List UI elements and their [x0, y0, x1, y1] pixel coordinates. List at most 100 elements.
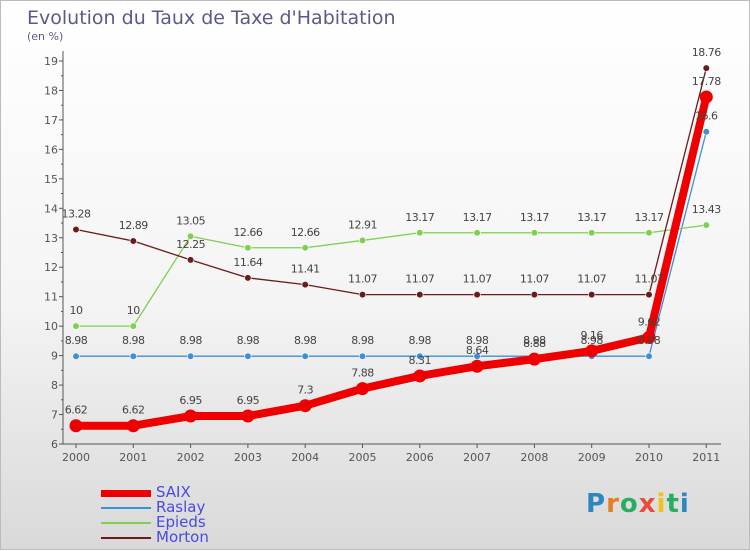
y-tick-label: 10 [44, 320, 58, 333]
data-label-raslay: 8.98 [466, 334, 489, 347]
x-tick-label: 2002 [177, 451, 205, 464]
data-point-epieds [129, 322, 137, 330]
data-label-epieds: 12.91 [348, 218, 377, 231]
data-point-epieds [702, 221, 710, 229]
data-point-saix [642, 330, 656, 344]
data-point-saix [413, 369, 427, 383]
data-label-morton: 11.07 [463, 273, 492, 286]
data-label-saix: 7.88 [351, 367, 374, 380]
data-label-raslay: 8.98 [294, 334, 317, 347]
y-tick-label: 9 [51, 350, 58, 363]
x-tick-label: 2007 [463, 451, 491, 464]
data-point-epieds [473, 229, 481, 237]
y-tick-label: 13 [44, 232, 58, 245]
y-tick-label: 14 [44, 202, 58, 215]
data-point-raslay [473, 352, 481, 360]
data-point-epieds [588, 229, 596, 237]
legend-swatch [101, 537, 151, 539]
data-label-epieds: 13.17 [577, 211, 606, 224]
data-label-epieds: 13.17 [635, 211, 664, 224]
x-tick-label: 2006 [406, 451, 434, 464]
data-label-raslay: 8.98 [351, 334, 374, 347]
data-label-morton: 12.89 [119, 219, 148, 232]
data-point-raslay [129, 352, 137, 360]
data-point-raslay [72, 352, 80, 360]
x-tick-label: 2004 [291, 451, 319, 464]
x-tick-label: 2010 [635, 451, 663, 464]
logo-letter: x [638, 489, 657, 519]
data-point-saix [527, 352, 541, 366]
data-point-saix [69, 419, 83, 433]
data-label-epieds: 13.17 [405, 211, 434, 224]
data-label-epieds: 12.66 [291, 226, 320, 239]
data-label-raslay: 8.98 [409, 334, 432, 347]
data-point-saix [699, 90, 713, 104]
data-label-saix: 8.64 [466, 344, 489, 357]
data-point-epieds [187, 232, 195, 240]
legend-swatch [101, 507, 151, 509]
data-point-epieds [244, 244, 252, 252]
data-label-raslay: 8.98 [580, 334, 603, 347]
x-tick-label: 2001 [119, 451, 147, 464]
data-label-raslay: 8.98 [179, 334, 202, 347]
data-label-epieds: 10 [70, 304, 83, 317]
y-tick-label: 17 [44, 114, 58, 127]
data-label-epieds: 13.17 [520, 211, 549, 224]
data-point-saix [356, 382, 369, 396]
data-point-epieds [530, 229, 539, 237]
data-label-saix: 8.88 [523, 337, 546, 350]
y-tick-label: 7 [51, 409, 58, 422]
data-label-morton: 11.07 [635, 273, 664, 286]
data-point-morton [473, 291, 481, 299]
x-tick-label: 2008 [520, 451, 548, 464]
data-point-morton [187, 256, 195, 264]
data-label-morton: 11.07 [520, 273, 549, 286]
data-label-raslay: 16.6 [695, 110, 718, 123]
data-label-morton: 18.76 [692, 46, 721, 59]
data-point-morton [530, 291, 539, 299]
data-point-epieds [645, 229, 653, 237]
data-point-saix [184, 409, 198, 423]
data-point-epieds [301, 244, 309, 252]
data-label-epieds: 13.05 [176, 214, 205, 227]
logo-letter: r [606, 489, 620, 519]
data-point-morton [645, 291, 653, 299]
y-tick-label: 15 [44, 173, 58, 186]
data-point-raslay [244, 352, 252, 360]
data-label-epieds: 13.17 [463, 211, 492, 224]
data-point-raslay [645, 352, 653, 360]
data-label-saix: 9.62 [638, 315, 661, 328]
data-label-saix: 6.95 [237, 394, 260, 407]
data-point-epieds [72, 322, 80, 330]
legend-swatch [101, 522, 151, 524]
chart-title: Evolution du Taux de Taxe d'Habitation [27, 7, 396, 29]
logo-letter: i [679, 489, 690, 519]
data-point-saix [585, 344, 599, 358]
data-point-morton [72, 225, 80, 234]
data-label-saix: 6.62 [65, 404, 88, 417]
data-label-saix: 9.16 [580, 329, 603, 342]
series-line-epieds [75, 224, 707, 327]
data-label-morton: 13.28 [62, 208, 91, 221]
data-point-morton [702, 64, 710, 72]
x-tick-label: 2009 [578, 451, 606, 464]
data-label-raslay: 8.98 [237, 334, 260, 347]
data-label-morton: 12.25 [176, 238, 205, 251]
logo-letter: i [656, 489, 667, 519]
y-tick-label: 18 [44, 84, 58, 97]
data-point-saix [241, 409, 255, 423]
chart-subtitle: (en %) [27, 30, 64, 43]
proxiti-logo: Proxiti [586, 489, 690, 519]
x-tick-label: 2005 [349, 451, 377, 464]
data-label-morton: 11.07 [577, 273, 606, 286]
data-point-saix [470, 359, 484, 373]
data-point-morton [244, 274, 252, 282]
data-label-raslay: 8.98 [523, 334, 546, 347]
y-tick-label: 8 [51, 379, 58, 392]
legend-label: Epieds [156, 513, 206, 531]
data-label-epieds: 13.43 [692, 203, 721, 216]
data-point-saix [298, 399, 312, 413]
y-tick-label: 6 [51, 438, 58, 451]
